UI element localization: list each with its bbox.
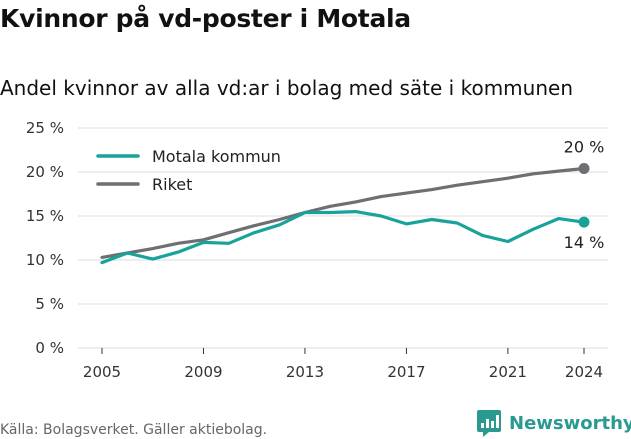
brand-name: Newsworthy (509, 412, 631, 434)
x-tick-label: 2021 (489, 363, 527, 381)
x-tick-label: 2009 (184, 363, 222, 381)
y-tick-label: 15 % (26, 207, 64, 225)
riket-end-label: 20 % (564, 137, 605, 156)
motala-end-label: 14 % (564, 233, 605, 252)
y-tick-label: 25 % (26, 119, 64, 137)
x-tick-label: 2013 (286, 363, 324, 381)
series-motala-end-point (578, 216, 590, 228)
y-tick-label: 10 % (26, 251, 64, 269)
grid-lines (78, 127, 608, 349)
source-note: Källa: Bolagsverket. Gäller aktiebolag. (0, 422, 268, 438)
y-tick-label: 5 % (35, 295, 64, 313)
series-riket-end-point (578, 162, 590, 174)
chart-title: Kvinnor på vd-poster i Motala (0, 4, 411, 33)
newsworthy-logo: Newsworthy (476, 409, 631, 437)
legend: Motala kommun Riket (96, 147, 281, 194)
x-tick-label: 2005 (83, 363, 121, 381)
line-chart: 0 %5 %10 %15 %20 %25 % 2005 2009 2013 2017 2… (26, 119, 608, 381)
x-axis-ticks: 2005 2009 2013 2017 2021 2024 (83, 348, 603, 381)
series-motala-line (100, 210, 586, 265)
x-tick-label: 2017 (387, 363, 425, 381)
x-tick-label: 2024 (565, 363, 603, 381)
end-labels: 20 % 14 % (564, 137, 605, 252)
y-tick-label: 20 % (26, 163, 64, 181)
newsworthy-logo-icon (477, 410, 501, 437)
chart-subtitle: Andel kvinnor av alla vd:ar i bolag med … (0, 76, 573, 100)
legend-label: Motala kommun (152, 147, 281, 166)
series-lines (100, 162, 590, 265)
series-riket-line (100, 166, 586, 259)
y-axis-ticks: 0 % 5 % 10 % 15 % 20 % 25 % (26, 119, 64, 357)
y-tick-label: 0 % (35, 339, 64, 357)
legend-label: Riket (152, 175, 192, 194)
